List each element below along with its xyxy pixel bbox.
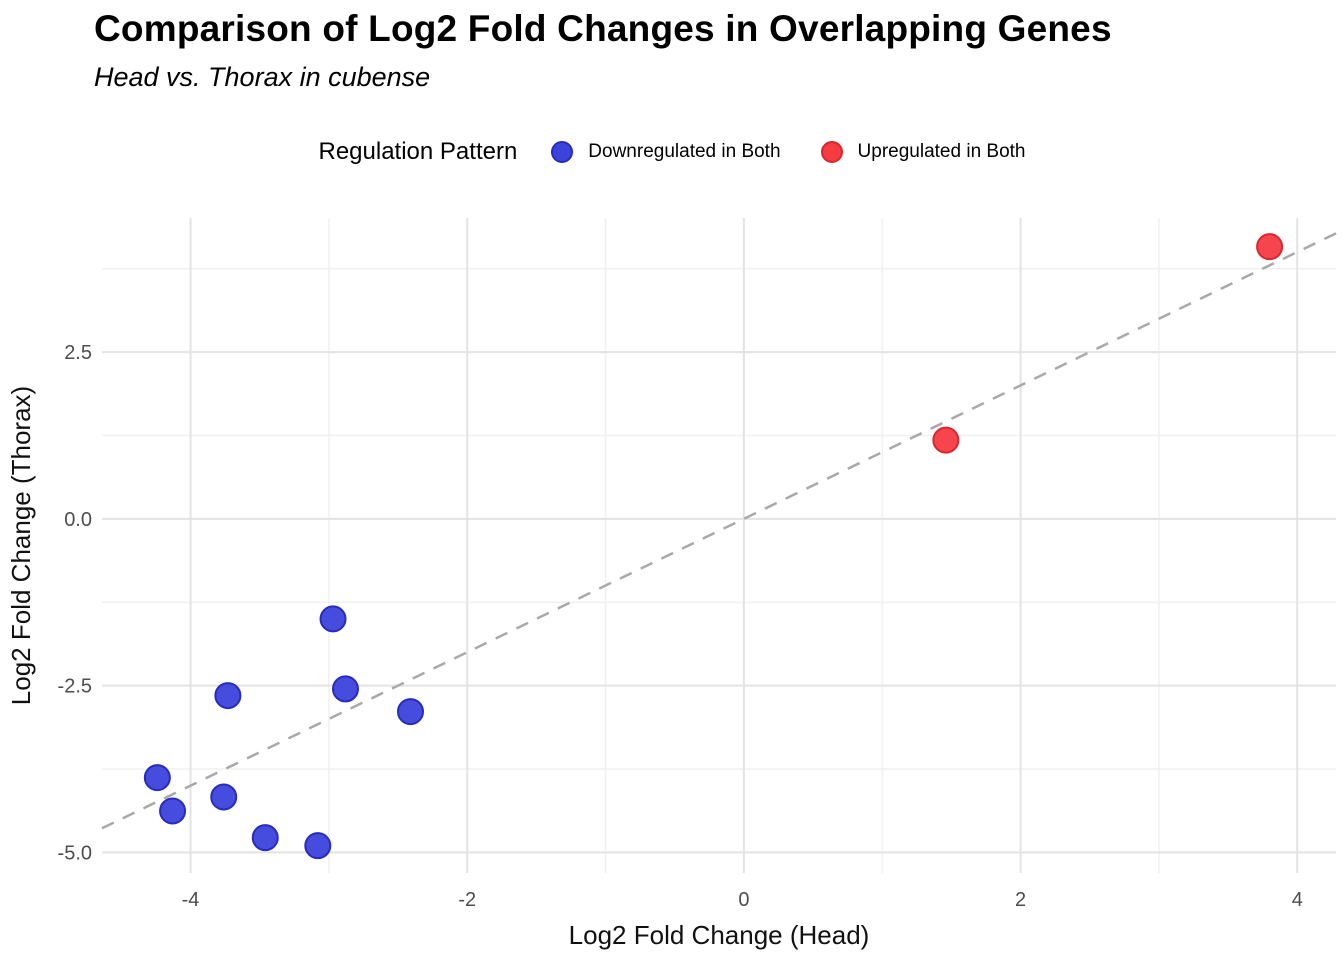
- legend-item-downregulated: Downregulated in Both: [551, 141, 781, 163]
- chart-subtitle: Head vs. Thorax in cubense: [94, 62, 431, 92]
- data-point-downregulated: [331, 675, 359, 703]
- x-tick-label: -2: [458, 889, 476, 911]
- data-point-downregulated: [251, 824, 279, 852]
- data-point-downregulated: [214, 682, 242, 710]
- downregulated-dot-icon: [551, 141, 574, 163]
- x-tick-label: -4: [182, 889, 200, 911]
- x-tick-label: 2: [1015, 889, 1026, 911]
- x-tick-label: 4: [1292, 889, 1303, 911]
- legend-item-label: Upregulated in Both: [857, 141, 1026, 162]
- data-point-downregulated: [397, 698, 424, 726]
- data-point-downregulated: [319, 605, 347, 633]
- y-tick-label: -5.0: [58, 842, 92, 864]
- y-axis-title: Log2 Fold Change (Thorax): [6, 386, 36, 705]
- chart-title: Comparison of Log2 Fold Changes in Overl…: [94, 8, 1112, 49]
- x-axis-title: Log2 Fold Change (Head): [569, 920, 870, 950]
- data-point-upregulated: [932, 426, 960, 454]
- data-point-downregulated: [210, 783, 238, 811]
- data-point-downregulated: [304, 832, 332, 860]
- x-tick-label: 0: [738, 889, 749, 911]
- y-tick-label: 2.5: [64, 342, 92, 364]
- legend: Regulation Pattern Downregulated in Both…: [0, 134, 1344, 170]
- y-tick-label: 0.0: [64, 509, 92, 531]
- data-point-downregulated: [143, 764, 171, 792]
- data-point-downregulated: [159, 797, 187, 825]
- y-tick-label: -2.5: [58, 676, 92, 698]
- data-point-upregulated: [1256, 233, 1284, 261]
- upregulated-dot-icon: [820, 141, 843, 163]
- legend-title: Regulation Pattern: [318, 138, 518, 165]
- legend-item-label: Downregulated in Both: [588, 141, 781, 162]
- legend-item-upregulated: Upregulated in Both: [820, 141, 1026, 163]
- identity-reference-line: [101, 232, 1337, 830]
